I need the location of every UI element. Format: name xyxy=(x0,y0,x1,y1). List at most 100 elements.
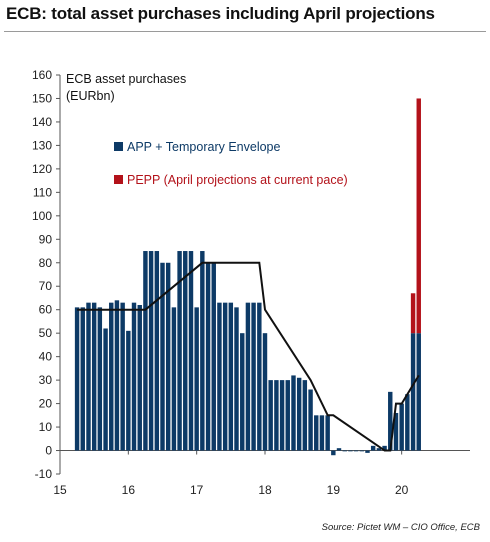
bar-app xyxy=(291,375,296,451)
bar-app xyxy=(109,302,114,451)
bar-pepp xyxy=(416,98,421,334)
bar-app xyxy=(262,333,268,451)
bar-app xyxy=(74,307,80,451)
bar-app xyxy=(251,302,256,451)
y-axis: -10 0 10 20 30 40 50 60 70 80 90 100 110 120 130 140 150… xyxy=(32,68,61,481)
bar-app xyxy=(177,251,182,451)
bar-app xyxy=(365,450,370,453)
chart-title: ECB: total asset purchases including Apr… xyxy=(6,4,435,23)
y-tick-label: 10 xyxy=(39,420,53,434)
legend-label-pepp: PEPP (April projections at current pace) xyxy=(127,173,348,187)
y-tick-label: 80 xyxy=(39,256,53,270)
bar-app xyxy=(222,302,228,451)
bar-app xyxy=(183,251,188,451)
bar-pepp xyxy=(410,293,416,334)
bar-app xyxy=(388,391,393,451)
y-tick-label: 50 xyxy=(39,326,53,340)
legend: APP + Temporary Envelope PEPP (April pro… xyxy=(114,140,348,187)
bar-app xyxy=(382,445,387,451)
bar-app xyxy=(86,302,91,451)
bar-app xyxy=(359,450,365,452)
x-tick-label: 20 xyxy=(395,483,409,497)
bar-app xyxy=(279,380,285,451)
bar-app xyxy=(240,333,245,451)
bar-app xyxy=(211,262,216,451)
bar-app xyxy=(80,307,85,451)
bar-app xyxy=(97,307,103,451)
y-tick-label: 130 xyxy=(32,138,52,152)
bar-app xyxy=(120,302,125,451)
legend-swatch-app xyxy=(114,142,123,151)
legend-swatch-pepp xyxy=(114,175,123,184)
bar-app xyxy=(331,450,336,456)
bar-app xyxy=(91,302,97,451)
y-tick-label: 110 xyxy=(33,185,52,199)
bar-app xyxy=(200,251,205,451)
bar-app xyxy=(217,302,222,451)
bar-app xyxy=(308,389,313,451)
bar-app xyxy=(188,251,194,451)
bar-app xyxy=(399,403,404,451)
bar-app xyxy=(171,307,177,451)
bar-app xyxy=(165,262,171,451)
title-divider xyxy=(4,31,486,32)
y-tick-label: 150 xyxy=(32,91,52,105)
y-tick-label: 30 xyxy=(39,373,53,387)
bar-app xyxy=(393,412,399,451)
bar-app xyxy=(126,330,131,451)
trend-step-line xyxy=(77,261,420,452)
y-tick-label: -10 xyxy=(35,467,53,481)
chart-plot: -10 0 10 20 30 40 50 60 70 80 90 100 110 120 130 140 150… xyxy=(32,68,470,497)
bar-app xyxy=(319,415,325,451)
y-tick-label: 0 xyxy=(45,444,52,458)
y-tick-label: 70 xyxy=(39,279,53,293)
bar-app xyxy=(143,251,148,451)
y-tick-label: 140 xyxy=(32,115,52,129)
x-tick-label: 16 xyxy=(122,483,136,497)
bar-app xyxy=(205,262,211,451)
bar-app xyxy=(228,302,234,451)
x-tick-label: 15 xyxy=(53,483,67,497)
bar-app xyxy=(348,450,353,452)
bar-app xyxy=(268,380,273,451)
x-axis: 15 16 17 18 19 20 xyxy=(53,450,470,497)
bar-app xyxy=(410,333,416,451)
bar-app xyxy=(148,251,154,451)
bar-app xyxy=(131,302,137,451)
bar-app xyxy=(285,380,290,451)
bar-app xyxy=(336,448,342,451)
bar-app xyxy=(376,448,382,451)
annotation-line-2: (EURbn) xyxy=(66,89,115,103)
bar-app xyxy=(234,307,239,451)
x-tick-label: 17 xyxy=(190,483,204,497)
bar-app xyxy=(370,445,376,451)
x-tick-label: 19 xyxy=(327,483,341,497)
bar-app xyxy=(114,300,120,451)
bar-app xyxy=(296,377,302,451)
bar-app xyxy=(194,307,199,451)
bar-app xyxy=(416,333,421,451)
bar-app xyxy=(137,305,142,451)
y-tick-label: 20 xyxy=(39,397,53,411)
bar-app xyxy=(342,450,347,452)
bar-app xyxy=(353,450,359,452)
y-tick-label: 60 xyxy=(39,303,53,317)
bar-app xyxy=(160,262,165,451)
app-bars xyxy=(74,251,421,456)
y-tick-label: 160 xyxy=(32,68,52,82)
bar-app xyxy=(103,328,108,451)
source-note: Source: Pictet WM – CIO Office, ECB xyxy=(321,522,480,533)
bar-app xyxy=(302,380,308,451)
x-tick-label: 18 xyxy=(258,483,272,497)
bar-app xyxy=(274,380,279,451)
y-tick-label: 90 xyxy=(39,232,53,246)
y-tick-label: 100 xyxy=(32,209,52,223)
pepp-bars xyxy=(410,98,421,334)
bar-app xyxy=(257,302,262,451)
annotation-line-1: ECB asset purchases xyxy=(66,72,186,86)
y-tick-label: 120 xyxy=(32,162,52,176)
legend-label-app: APP + Temporary Envelope xyxy=(127,140,280,154)
bar-app xyxy=(325,415,330,451)
bar-app xyxy=(405,394,410,451)
y-tick-label: 40 xyxy=(39,350,53,364)
